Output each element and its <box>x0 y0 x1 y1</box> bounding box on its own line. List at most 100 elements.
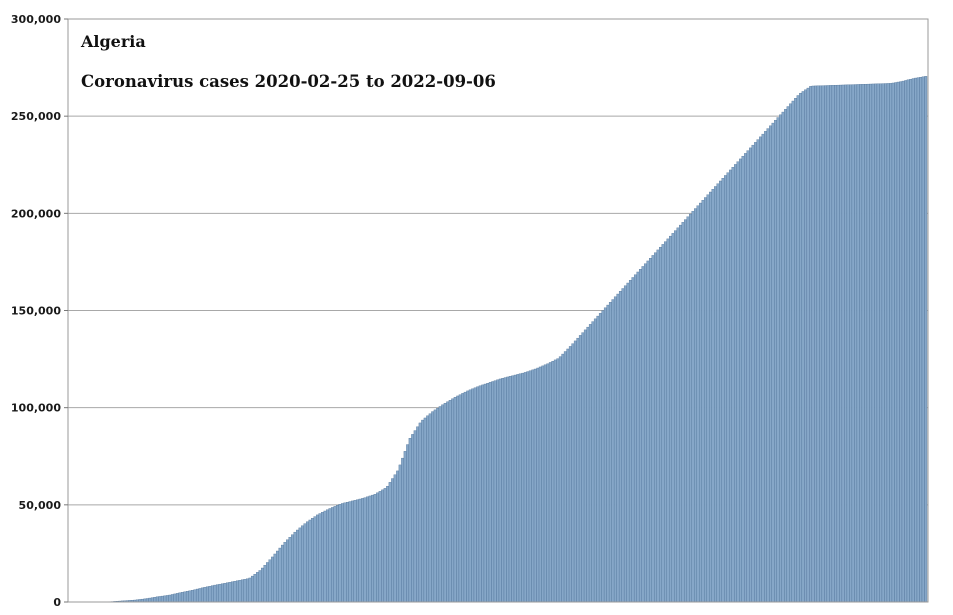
case-bar <box>806 87 810 603</box>
case-bar <box>721 178 725 603</box>
case-bar <box>493 380 497 603</box>
case-bar <box>866 83 870 603</box>
case-bar <box>281 544 284 603</box>
case-bar <box>656 249 660 603</box>
case-bar <box>506 376 510 603</box>
case-bar <box>591 321 595 603</box>
case-bar <box>271 556 274 603</box>
y-tick-label: 300,000 <box>11 13 61 26</box>
case-bar <box>761 133 765 603</box>
case-bar <box>323 510 327 603</box>
case-bar <box>916 77 920 603</box>
case-bar <box>175 593 179 603</box>
case-bar <box>794 98 798 603</box>
case-bar <box>586 326 590 603</box>
case-bar <box>536 367 540 603</box>
case-bar <box>919 77 923 603</box>
case-bar <box>238 580 242 603</box>
country-label: Algeria <box>80 32 146 51</box>
case-bar <box>331 507 334 603</box>
case-bar <box>168 594 172 603</box>
case-bar <box>571 343 575 603</box>
case-bar <box>598 313 602 603</box>
case-bar <box>924 76 928 603</box>
case-bar <box>258 570 262 603</box>
case-bar <box>443 403 447 603</box>
case-bar <box>423 417 427 603</box>
case-bar <box>706 194 710 603</box>
case-bar <box>771 122 775 603</box>
case-bar <box>145 598 149 603</box>
case-bar <box>173 593 177 603</box>
case-bar <box>608 302 612 603</box>
case-bar <box>368 495 372 603</box>
case-bar <box>346 502 349 603</box>
case-bar <box>558 356 562 603</box>
case-bar <box>248 577 252 603</box>
case-bar <box>681 222 685 603</box>
case-bar <box>311 518 314 603</box>
case-bar <box>744 153 747 603</box>
case-bar <box>165 595 169 603</box>
case-bar <box>754 142 757 603</box>
case-bar <box>276 550 279 603</box>
case-bar <box>659 246 662 603</box>
case-bar <box>804 89 808 603</box>
case-bar <box>401 457 405 603</box>
case-bar <box>741 155 745 603</box>
case-bar <box>436 408 440 603</box>
bar-series <box>80 76 928 603</box>
case-bar <box>215 584 219 603</box>
case-bar <box>746 150 750 603</box>
case-bar <box>511 375 515 603</box>
case-bar <box>521 372 525 603</box>
case-bar <box>403 451 407 603</box>
case-bar <box>438 406 442 603</box>
case-bar <box>731 167 735 603</box>
case-bar <box>153 597 157 603</box>
case-bar <box>556 358 560 603</box>
case-bar <box>318 513 322 603</box>
case-bar <box>283 542 287 603</box>
case-bar <box>296 529 299 603</box>
case-bar <box>543 364 547 603</box>
case-bar <box>518 373 522 603</box>
case-bar <box>291 534 294 603</box>
case-bar <box>388 482 392 603</box>
case-bar <box>163 595 167 603</box>
case-bar <box>195 588 199 603</box>
case-bar <box>891 82 895 603</box>
case-bar <box>831 85 835 603</box>
case-bar <box>638 269 642 603</box>
case-bar <box>341 503 344 603</box>
case-bar <box>641 266 645 603</box>
case-bar <box>183 591 187 603</box>
case-bar <box>338 504 342 603</box>
y-axis-ticks: 0 50,000 100,000 150,000 200,000 250,000 300,0… <box>11 13 68 609</box>
case-bar <box>686 216 690 603</box>
case-bar <box>476 386 480 603</box>
case-bar <box>308 519 312 603</box>
case-bar <box>541 365 545 603</box>
case-bar <box>856 84 860 603</box>
case-bar <box>739 158 742 603</box>
case-bar <box>180 592 184 603</box>
case-bar <box>729 169 732 603</box>
case-bar <box>448 400 452 603</box>
case-bar <box>766 128 770 603</box>
case-bar <box>288 537 292 603</box>
case-bar <box>383 488 387 603</box>
case-bar <box>273 553 277 603</box>
case-bar <box>533 368 537 603</box>
case-bar <box>631 277 635 603</box>
y-tick-label: 150,000 <box>11 305 61 318</box>
case-bar <box>293 531 297 603</box>
case-bar <box>811 85 815 603</box>
case-bar <box>213 584 217 603</box>
case-bar <box>431 411 435 603</box>
case-bar <box>709 191 712 603</box>
case-bar <box>914 77 918 603</box>
case-bar <box>243 579 247 603</box>
case-bar <box>381 489 385 603</box>
case-bar <box>466 390 470 603</box>
